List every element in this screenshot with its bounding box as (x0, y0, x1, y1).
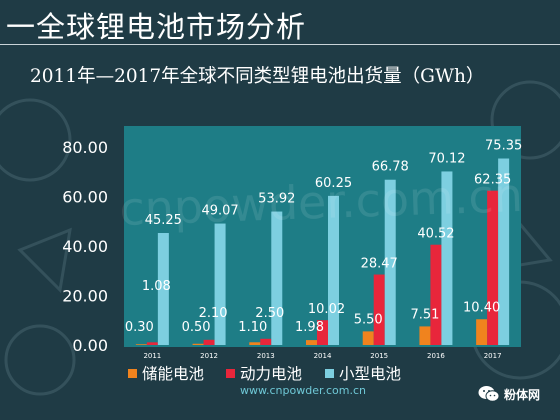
x-tick-label: 2017 (484, 352, 502, 360)
power-bar (146, 342, 158, 345)
legend-label: 储能电池 (142, 365, 204, 383)
power-label: 2.50 (255, 306, 284, 321)
y-axis: 0.00 20.00 40.00 60.00 80.00 (62, 138, 108, 355)
y-tick-label: 60.00 (62, 188, 108, 207)
legend: 储能电池 动力电池 小型电池 (128, 365, 401, 383)
small-label: 49.07 (201, 204, 238, 219)
small-label: 66.78 (372, 160, 409, 175)
legend-power: 动力电池 (226, 365, 302, 383)
power-bar (487, 190, 499, 345)
storage-label: 7.51 (410, 307, 439, 322)
storage-label: 5.50 (354, 312, 383, 327)
storage-label: 1.10 (238, 320, 267, 335)
storage-bar (362, 331, 374, 345)
small-bar (214, 223, 226, 345)
small-bar (328, 195, 339, 345)
y-tick-label: 0.00 (72, 336, 108, 355)
logo: 粉体网 (478, 385, 540, 403)
legend-swatch (325, 369, 334, 378)
power-label: 62.35 (474, 173, 511, 188)
slide-title: 一全球锂电池市场分析 (6, 10, 307, 44)
footer-url: www.cnpowder.com.cn (240, 384, 366, 397)
legend-label: 动力电池 (240, 365, 302, 383)
legend-small: 小型电池 (325, 365, 401, 383)
storage-bar (135, 344, 147, 345)
y-tick-label: 40.00 (62, 237, 108, 256)
legend-storage: 储能电池 (128, 365, 204, 383)
power-bar (430, 244, 442, 345)
small-bar (441, 171, 453, 345)
small-label: 60.25 (315, 176, 352, 191)
data-labels: 45.25 49.07 53.92 60.25 66.78 70.12 75.35 1.08 2… (125, 139, 522, 335)
legend-swatch (226, 369, 235, 378)
power-bar (260, 338, 272, 345)
storage-bar (192, 343, 204, 345)
small-bar (157, 233, 169, 345)
power-bar (317, 320, 328, 345)
small-label: 45.25 (145, 213, 182, 228)
bar-series (135, 158, 510, 345)
power-label: 2.10 (199, 306, 228, 321)
x-tick-label: 2014 (314, 352, 332, 360)
y-tick-label: 80.00 (62, 138, 108, 157)
x-axis: 2011 2012 2013 2014 2015 2016 2017 (143, 352, 501, 360)
chart-title: 2011年—2017年全球不同类型锂电池出货量（GWh） (30, 66, 485, 87)
power-label: 40.52 (417, 227, 454, 242)
y-tick-label: 20.00 (62, 287, 108, 306)
small-label: 70.12 (428, 151, 465, 166)
storage-label: 0.50 (182, 320, 211, 335)
storage-bar (476, 319, 488, 345)
small-bar (384, 179, 396, 345)
x-tick-label: 2016 (427, 352, 445, 360)
storage-label: 0.30 (125, 320, 154, 335)
small-label: 75.35 (485, 139, 522, 154)
power-label: 1.08 (142, 279, 171, 294)
power-label: 10.02 (308, 302, 345, 317)
storage-label: 1.98 (295, 320, 324, 335)
small-bar (498, 158, 510, 345)
legend-label: 小型电池 (339, 365, 401, 383)
title-divider (0, 44, 560, 45)
wechat-icon (478, 386, 500, 402)
power-bar (203, 339, 215, 345)
x-tick-label: 2011 (143, 352, 161, 360)
plot-background (124, 126, 521, 347)
legend-swatch (128, 369, 137, 378)
small-label: 53.92 (258, 192, 295, 207)
logo-text: 粉体网 (504, 387, 541, 402)
x-tick-label: 2015 (370, 352, 388, 360)
storage-bar (249, 342, 261, 345)
storage-bar (419, 326, 431, 345)
x-tick-label: 2013 (257, 352, 275, 360)
x-tick-label: 2012 (200, 352, 218, 360)
storage-label: 10.40 (463, 300, 500, 315)
power-label: 28.47 (361, 257, 398, 272)
power-bar (373, 274, 385, 345)
storage-bar (306, 340, 317, 345)
small-bar (271, 211, 283, 345)
